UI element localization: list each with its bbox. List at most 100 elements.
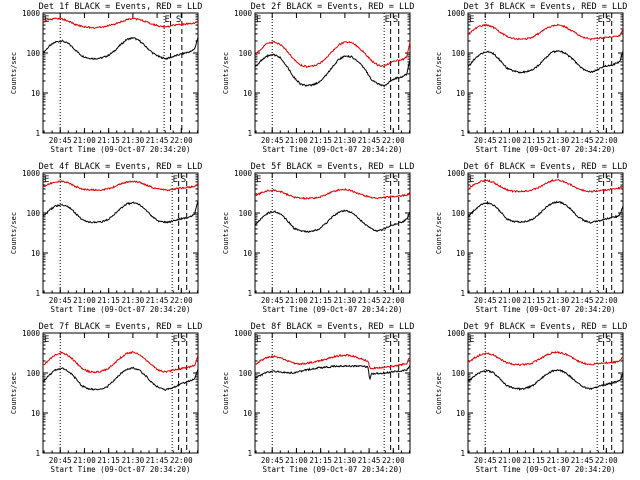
y-tick-label: 100 xyxy=(451,369,465,378)
events-series-line xyxy=(42,36,199,61)
x-tick-label: 21:15 xyxy=(309,456,332,465)
x-tick-label: 21:45 xyxy=(146,136,169,145)
x-tick-label: 21:45 xyxy=(358,136,381,145)
x-tick-label: 21:00 xyxy=(498,456,521,465)
x-tick-label: 22:00 xyxy=(170,296,193,305)
x-tick-label: 21:45 xyxy=(571,136,594,145)
x-tick-label: 21:45 xyxy=(571,456,594,465)
plot-frame xyxy=(254,332,411,454)
lld-series-line xyxy=(467,350,624,367)
y-tick-label: 10 xyxy=(31,249,41,258)
event-marker-label: S xyxy=(176,15,181,25)
plot-frame xyxy=(467,12,624,134)
chart-title: Det 3f BLACK = Events, RED = LLD xyxy=(464,2,628,12)
plot-frame xyxy=(42,172,199,294)
y-tick-label: 100 xyxy=(451,209,465,218)
chart-title: Det 9f BLACK = Events, RED = LLD xyxy=(464,322,628,332)
y-tick-label: 1 xyxy=(460,129,465,138)
y-tick-label: 100 xyxy=(238,49,252,58)
x-axis-label: Start Time (09-Oct-07 20:34:20) xyxy=(476,305,616,314)
event-marker-label: S xyxy=(606,15,611,25)
x-tick-label: 22:00 xyxy=(170,456,193,465)
chart-panel-6: Det 6f BLACK = Events, RED = LLD 1 10 100 10… xyxy=(435,162,627,314)
y-tick-label: 10 xyxy=(243,409,253,418)
event-marker-label: E xyxy=(385,175,390,185)
y-tick-label: 100 xyxy=(451,49,465,58)
x-tick-label: 21:30 xyxy=(547,296,570,305)
y-tick-label: 1000 xyxy=(234,169,253,178)
x-axis-label: Start Time (09-Oct-07 20:34:20) xyxy=(263,465,403,474)
y-tick-label: 100 xyxy=(26,209,40,218)
event-marker-label: S xyxy=(606,175,611,185)
chart-panel-3: Det 3f BLACK = Events, RED = LLD 1 10 100 10… xyxy=(435,2,627,154)
x-tick-label: 21:00 xyxy=(285,136,308,145)
y-tick-label: 1000 xyxy=(234,329,253,338)
event-marker-label: E xyxy=(385,335,390,345)
edge-marker-label: E xyxy=(256,15,261,25)
event-marker-label: E xyxy=(598,335,603,345)
y-axis-label: Counts/sec xyxy=(435,212,443,254)
x-tick-label: 22:00 xyxy=(382,296,405,305)
y-tick-label: 1000 xyxy=(22,9,41,18)
chart-panel-5: Det 5f BLACK = Events, RED = LLD 1 10 100 10… xyxy=(222,162,414,314)
event-marker-label: E xyxy=(385,15,390,25)
x-tick-label: 21:15 xyxy=(309,136,332,145)
y-tick-label: 1 xyxy=(460,449,465,458)
y-axis-label: Counts/sec xyxy=(222,212,230,254)
events-series-line xyxy=(42,366,199,391)
x-tick-label: 20:45 xyxy=(261,456,284,465)
x-tick-label: 20:45 xyxy=(261,136,284,145)
edge-marker-label: E xyxy=(469,15,474,25)
chart-panel-1: Det 1f BLACK = Events, RED = LLD 1 10 100 10… xyxy=(10,2,202,154)
x-tick-label: 21:15 xyxy=(522,456,545,465)
chart-title: Det 2f BLACK = Events, RED = LLD xyxy=(251,2,415,12)
y-axis-label: Counts/sec xyxy=(222,372,230,414)
y-tick-label: 10 xyxy=(456,409,466,418)
chart-title: Det 6f BLACK = Events, RED = LLD xyxy=(464,162,628,172)
y-tick-label: 1 xyxy=(247,289,252,298)
x-tick-label: 22:00 xyxy=(595,296,618,305)
lld-series-line xyxy=(42,351,199,374)
chart-panel-4: Det 4f BLACK = Events, RED = LLD 1 10 100 10… xyxy=(10,162,202,314)
chart-title: Det 1f BLACK = Events, RED = LLD xyxy=(39,2,203,12)
x-tick-label: 22:00 xyxy=(382,136,405,145)
x-axis-label: Start Time (09-Oct-07 20:34:20) xyxy=(51,145,191,154)
y-tick-label: 1 xyxy=(35,289,40,298)
y-tick-label: 1000 xyxy=(447,9,466,18)
events-series-line xyxy=(254,364,411,381)
lld-series-line xyxy=(43,17,199,30)
chart-title: Det 7f BLACK = Events, RED = LLD xyxy=(39,322,203,332)
plot-frame xyxy=(467,332,624,454)
y-tick-label: 10 xyxy=(243,249,253,258)
x-tick-label: 21:45 xyxy=(358,296,381,305)
y-tick-label: 1 xyxy=(247,129,252,138)
x-tick-label: 21:15 xyxy=(522,136,545,145)
lld-series-line xyxy=(42,180,199,192)
y-tick-label: 1 xyxy=(35,449,40,458)
x-tick-label: 21:00 xyxy=(73,136,96,145)
y-tick-label: 1000 xyxy=(447,169,466,178)
x-axis-label: Start Time (09-Oct-07 20:34:20) xyxy=(51,305,191,314)
events-series-line xyxy=(254,209,411,233)
edge-marker-label: E xyxy=(469,175,474,185)
y-axis-label: Counts/sec xyxy=(435,372,443,414)
chart-panel-2: Det 2f BLACK = Events, RED = LLD 1 10 100 10… xyxy=(222,2,414,154)
lld-series-line xyxy=(254,40,411,69)
x-tick-label: 20:45 xyxy=(261,296,284,305)
chart-panel-9: Det 9f BLACK = Events, RED = LLD 1 10 100 10… xyxy=(435,322,627,474)
x-axis-label: Start Time (09-Oct-07 20:34:20) xyxy=(51,465,191,474)
x-tick-label: 21:00 xyxy=(498,136,521,145)
event-marker-label: S xyxy=(606,335,611,345)
lld-series-line xyxy=(254,188,411,201)
x-axis-label: Start Time (09-Oct-07 20:34:20) xyxy=(263,145,403,154)
y-tick-label: 100 xyxy=(26,49,40,58)
y-tick-label: 10 xyxy=(31,409,41,418)
event-marker-label: E xyxy=(173,335,178,345)
x-tick-label: 21:30 xyxy=(334,296,357,305)
chart-title: Det 5f BLACK = Events, RED = LLD xyxy=(251,162,415,172)
x-tick-label: 21:00 xyxy=(73,456,96,465)
x-tick-label: 21:45 xyxy=(146,296,169,305)
x-tick-label: 21:00 xyxy=(73,296,96,305)
x-tick-label: 21:30 xyxy=(122,136,145,145)
